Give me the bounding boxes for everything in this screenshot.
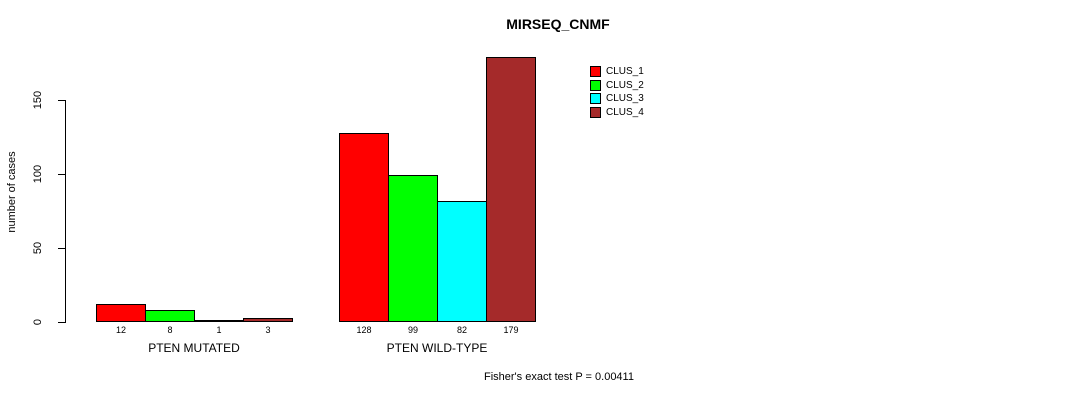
legend-swatch-CLUS_4 bbox=[590, 106, 601, 118]
x-axis-category-label: PTEN WILD-TYPE bbox=[386, 341, 488, 355]
legend-label: CLUS_2 bbox=[606, 79, 644, 91]
chart-title: MIRSEQ_CNMF bbox=[506, 16, 610, 32]
legend: CLUS_1 CLUS_2 CLUS_3 CLUS_4 bbox=[590, 65, 644, 119]
bar-value-label: 3 bbox=[265, 325, 271, 335]
y-axis-line bbox=[65, 100, 66, 323]
bar-CLUS_1-pten-mutated bbox=[96, 304, 146, 322]
bar-value-label: 82 bbox=[456, 325, 467, 335]
y-tick-mark bbox=[58, 174, 65, 175]
fisher-test-annotation: Fisher's exact test P = 0.00411 bbox=[484, 371, 634, 383]
bar-value-label: 1 bbox=[216, 325, 222, 335]
bar-value-label: 99 bbox=[407, 325, 418, 335]
legend-item: CLUS_1 bbox=[590, 65, 644, 79]
bar-value-label: 128 bbox=[356, 325, 372, 335]
legend-swatch-CLUS_2 bbox=[590, 79, 601, 91]
legend-item: CLUS_3 bbox=[590, 92, 644, 106]
bar-CLUS_3-pten-wild-type bbox=[437, 201, 487, 322]
legend-item: CLUS_2 bbox=[590, 79, 644, 93]
bar-value-label: 8 bbox=[167, 325, 173, 335]
bar-CLUS_2-pten-mutated bbox=[145, 310, 195, 322]
bar-CLUS_1-pten-wild-type bbox=[339, 133, 389, 322]
y-tick-label: 150 bbox=[32, 90, 44, 110]
legend-label: CLUS_4 bbox=[606, 106, 644, 118]
y-axis-label: number of cases bbox=[6, 151, 18, 233]
y-tick-mark bbox=[58, 100, 65, 101]
bar-CLUS_4-pten-mutated bbox=[243, 318, 293, 322]
bar-value-label: 12 bbox=[115, 325, 126, 335]
y-tick-mark bbox=[58, 322, 65, 323]
y-tick-label: 0 bbox=[32, 318, 44, 326]
legend-swatch-CLUS_1 bbox=[590, 66, 601, 78]
bar-CLUS_4-pten-wild-type bbox=[486, 57, 536, 322]
bar-value-label: 179 bbox=[503, 325, 519, 335]
legend-label: CLUS_1 bbox=[606, 66, 644, 78]
bar-CLUS_2-pten-wild-type bbox=[388, 175, 438, 322]
y-tick-mark bbox=[58, 248, 65, 249]
legend-item: CLUS_4 bbox=[590, 106, 644, 120]
legend-label: CLUS_3 bbox=[606, 93, 644, 105]
y-tick-label: 100 bbox=[32, 164, 44, 184]
x-axis-category-label: PTEN MUTATED bbox=[148, 341, 240, 355]
bar-CLUS_3-pten-mutated bbox=[194, 320, 244, 322]
y-tick-label: 50 bbox=[32, 241, 44, 255]
legend-swatch-CLUS_3 bbox=[590, 93, 601, 105]
